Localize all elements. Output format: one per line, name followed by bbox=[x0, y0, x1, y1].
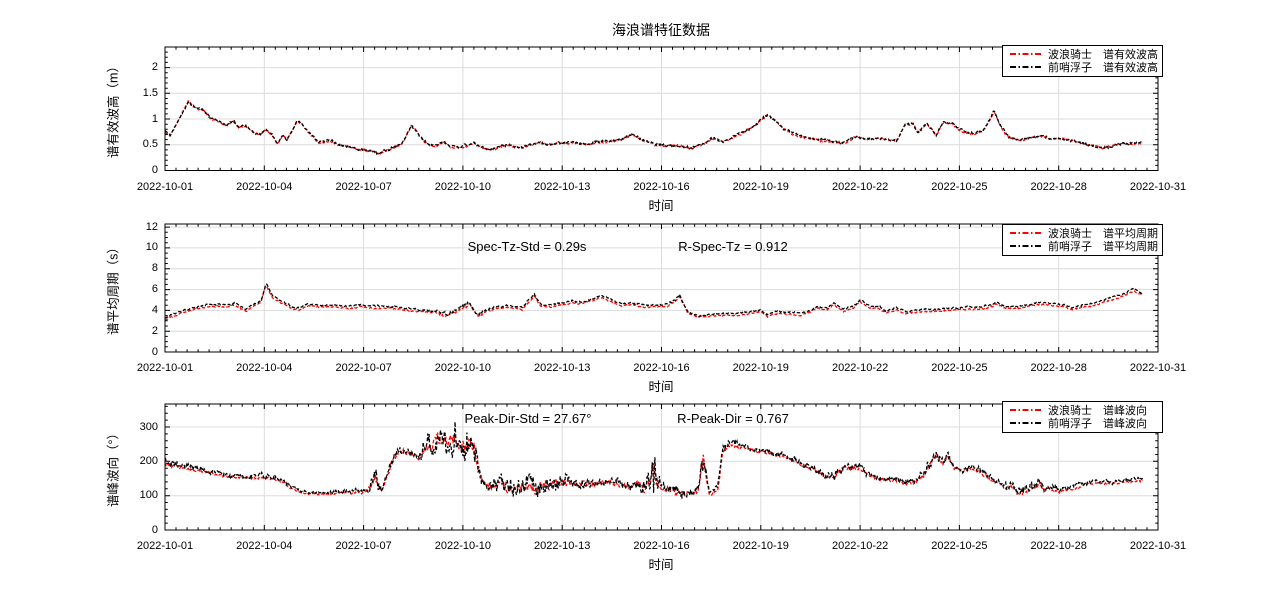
y-tick-label: 2 bbox=[151, 324, 158, 337]
x-tick-label: 2022-10-07 bbox=[335, 540, 392, 552]
x-tick-label: 2022-10-25 bbox=[931, 362, 988, 374]
x-tick-label: 2022-10-25 bbox=[931, 180, 988, 193]
legend-line-sample bbox=[1010, 52, 1042, 55]
series-line bbox=[164, 421, 1144, 500]
gridlines bbox=[165, 404, 1158, 530]
gridlines bbox=[165, 47, 1158, 171]
figure-title: 海浪谱特征数据 bbox=[612, 22, 710, 38]
y-tick-label: 10 bbox=[145, 241, 158, 254]
x-tick-label: 2022-10-31 bbox=[1129, 540, 1187, 552]
y-tick-label: 8 bbox=[151, 262, 158, 275]
y-tick-label: 100 bbox=[139, 489, 158, 502]
series-line bbox=[164, 100, 1144, 155]
x-tick-label: 2022-10-04 bbox=[236, 362, 293, 374]
x-tick-label: 2022-10-25 bbox=[931, 540, 988, 552]
series-line bbox=[164, 285, 1144, 321]
legend-entry-label: 波浪骑士 谱峰波向 bbox=[1048, 404, 1147, 417]
series-line bbox=[164, 431, 1144, 497]
y-tick-label: 1 bbox=[151, 112, 158, 125]
axes-box-ticks bbox=[164, 403, 1159, 531]
x-tick-label: 2022-10-13 bbox=[534, 180, 591, 193]
x-axis-label-time-3: 时间 bbox=[648, 558, 674, 572]
legend-mean-period: 波浪骑士 谱平均周期 前哨浮子 谱平均周期 bbox=[1002, 224, 1163, 256]
x-tick-label: 2022-10-13 bbox=[534, 362, 591, 374]
legend-entry-label: 前哨浮子 谱峰波向 bbox=[1048, 418, 1147, 431]
axes-box-ticks bbox=[164, 46, 1159, 171]
x-tick-label: 2022-10-19 bbox=[732, 540, 789, 552]
series-line bbox=[165, 283, 1143, 319]
x-tick-label: 2022-10-01 bbox=[136, 180, 194, 193]
y-tick-label: 12 bbox=[145, 220, 158, 233]
x-tick-label: 2022-10-10 bbox=[434, 362, 492, 374]
legend-entry: 前哨浮子 谱峰波向 bbox=[1010, 417, 1162, 431]
x-tick-label: 2022-10-01 bbox=[136, 540, 194, 552]
x-axis-label-time-2: 时间 bbox=[648, 380, 674, 394]
x-tick-label: 2022-10-22 bbox=[831, 540, 889, 552]
axes-box-ticks bbox=[164, 223, 1159, 353]
annotation-spec-tz-std: Spec-Tz-Std = 0.29s bbox=[467, 239, 587, 254]
legend-entry-label: 前哨浮子 谱平均周期 bbox=[1048, 241, 1158, 254]
y-tick-label: 1.5 bbox=[142, 86, 158, 99]
annotation-r-spec-tz: R-Spec-Tz = 0.912 bbox=[678, 239, 788, 254]
x-tick-label: 2022-10-22 bbox=[831, 180, 889, 193]
legend-entry: 波浪骑士 谱平均周期 bbox=[1010, 226, 1162, 240]
y-tick-label: 0 bbox=[151, 523, 158, 536]
x-tick-label: 2022-10-19 bbox=[732, 180, 789, 193]
x-tick-label: 2022-10-07 bbox=[335, 362, 392, 374]
x-tick-label: 2022-10-01 bbox=[136, 362, 194, 374]
legend-entry: 波浪骑士 谱峰波向 bbox=[1010, 403, 1162, 417]
x-tick-label: 2022-10-16 bbox=[633, 362, 690, 374]
x-tick-label: 2022-10-28 bbox=[1030, 362, 1087, 374]
legend-entry-label: 波浪骑士 谱平均周期 bbox=[1048, 227, 1158, 240]
x-tick-label: 2022-10-22 bbox=[831, 362, 889, 374]
y-tick-label: 300 bbox=[139, 420, 158, 433]
y-tick-label: 200 bbox=[139, 454, 158, 467]
legend-line-sample bbox=[1010, 66, 1042, 69]
legend-entry-label: 前哨浮子 谱有效波高 bbox=[1048, 62, 1158, 75]
legend-line-sample bbox=[1010, 422, 1042, 425]
x-tick-label: 2022-10-04 bbox=[236, 180, 293, 193]
y-tick-label: 6 bbox=[151, 283, 158, 296]
x-tick-label: 2022-10-28 bbox=[1030, 180, 1087, 193]
y-tick-label: 4 bbox=[151, 303, 158, 316]
x-tick-label: 2022-10-19 bbox=[732, 362, 789, 374]
y-tick-label: 0 bbox=[151, 345, 158, 358]
legend-line-sample bbox=[1010, 231, 1042, 234]
x-tick-label: 2022-10-31 bbox=[1129, 362, 1187, 374]
legend-line-sample bbox=[1010, 408, 1042, 411]
legend-entry: 前哨浮子 谱平均周期 bbox=[1010, 240, 1162, 254]
legend-entry: 波浪骑士 谱有效波高 bbox=[1010, 47, 1162, 61]
legend-peak-direction: 波浪骑士 谱峰波向 前哨浮子 谱峰波向 bbox=[1002, 401, 1163, 433]
legend-entry-label: 波浪骑士 谱有效波高 bbox=[1048, 48, 1158, 61]
legend-line-sample bbox=[1010, 245, 1042, 248]
x-tick-label: 2022-10-28 bbox=[1030, 540, 1087, 552]
x-tick-label: 2022-10-31 bbox=[1129, 180, 1187, 193]
x-axis-label-time-1: 时间 bbox=[648, 199, 674, 213]
x-tick-label: 2022-10-10 bbox=[434, 180, 492, 193]
y-tick-label: 0.5 bbox=[142, 138, 158, 151]
legend-wave-height: 波浪骑士 谱有效波高 前哨浮子 谱有效波高 bbox=[1002, 45, 1163, 77]
series-line bbox=[164, 100, 1144, 156]
x-tick-label: 2022-10-16 bbox=[633, 180, 690, 193]
annotation-r-peak-dir: R-Peak-Dir = 0.767 bbox=[677, 411, 789, 426]
x-tick-label: 2022-10-04 bbox=[236, 540, 293, 552]
annotation-peak-dir-std: Peak-Dir-Std = 27.67° bbox=[464, 411, 592, 426]
y-tick-label: 0 bbox=[151, 164, 158, 176]
x-tick-label: 2022-10-13 bbox=[534, 540, 591, 552]
x-tick-label: 2022-10-10 bbox=[434, 540, 492, 552]
x-tick-label: 2022-10-16 bbox=[633, 540, 690, 552]
legend-entry: 前哨浮子 谱有效波高 bbox=[1010, 61, 1162, 75]
y-tick-label: 2 bbox=[151, 61, 158, 74]
x-tick-label: 2022-10-07 bbox=[335, 180, 392, 193]
